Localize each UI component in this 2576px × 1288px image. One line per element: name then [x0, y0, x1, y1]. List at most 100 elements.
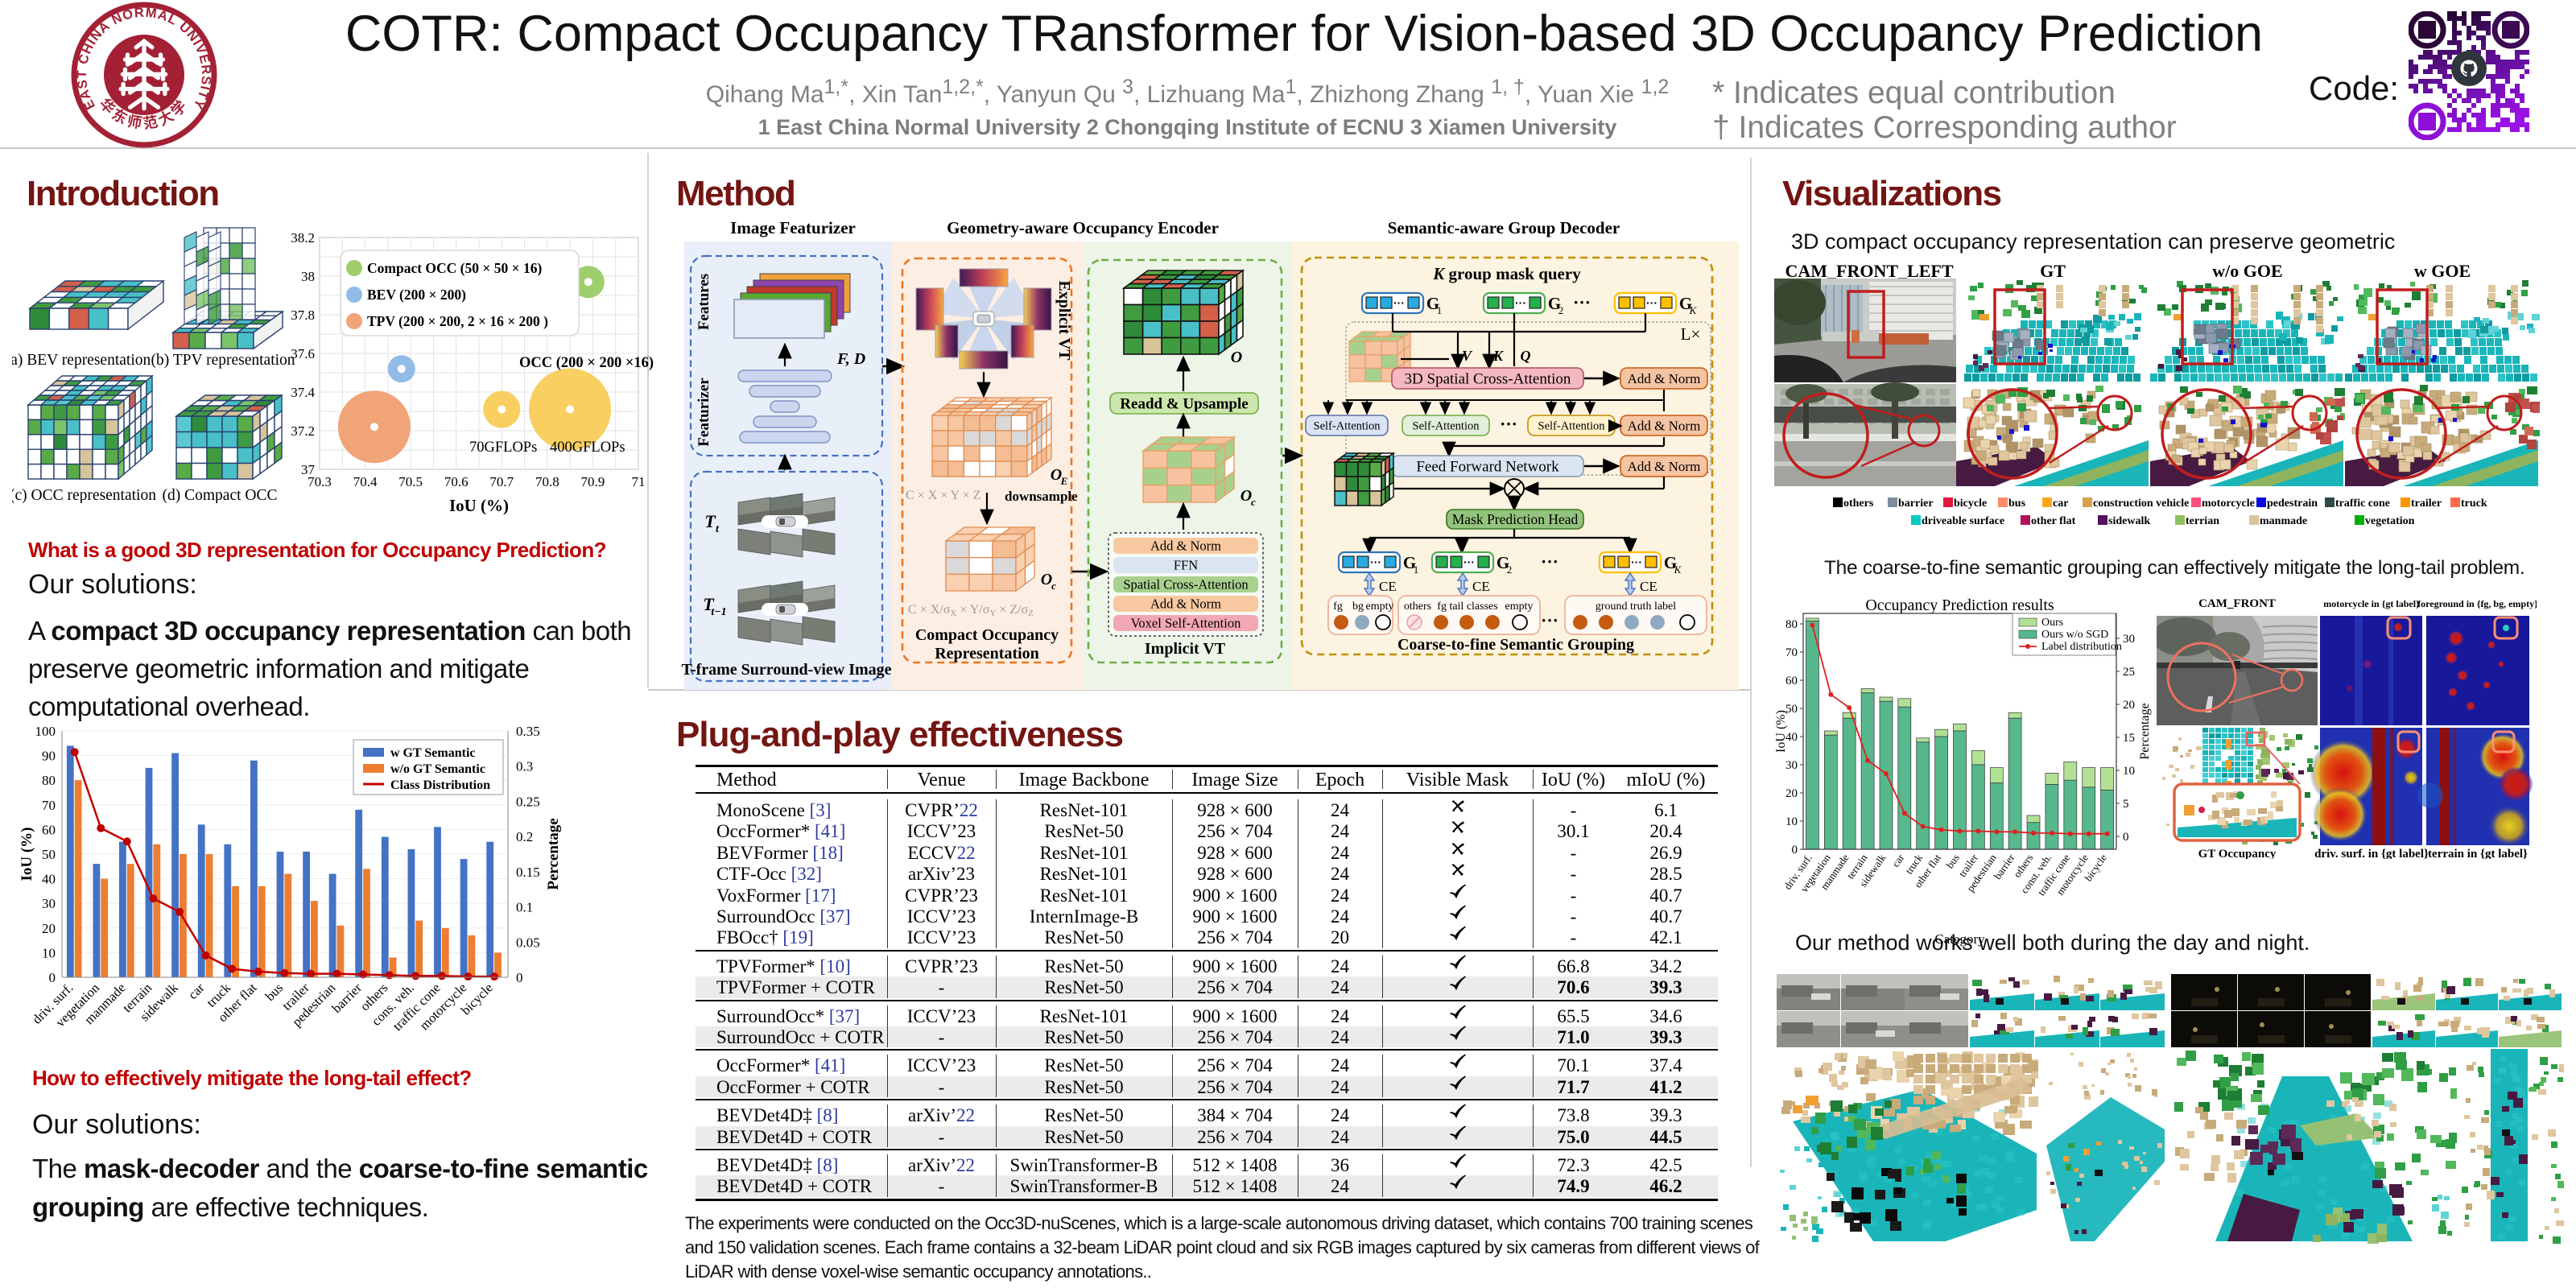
- svg-text:2: 2: [1558, 304, 1564, 316]
- svg-text:FFN: FFN: [1174, 558, 1198, 573]
- svg-text:(b) TPV representation: (b) TPV representation: [151, 352, 295, 369]
- svg-text:GT Occupancy: GT Occupancy: [2198, 848, 2277, 859]
- svg-text:Explicit VT: Explicit VT: [1055, 280, 1073, 361]
- svg-text:0.3: 0.3: [516, 759, 533, 774]
- svg-text:0.1: 0.1: [516, 900, 533, 915]
- svg-text:Self-Attention: Self-Attention: [1538, 419, 1606, 432]
- svg-text:Add & Norm: Add & Norm: [1628, 371, 1701, 386]
- svg-text:K: K: [1492, 348, 1505, 364]
- svg-text:Featurizer: Featurizer: [696, 378, 712, 447]
- svg-text:C × X/σX × Y/σY × Z/σZ: C × X/σX × Y/σY × Z/σZ: [908, 603, 1034, 618]
- svg-text:CAM_FRONT: CAM_FRONT: [2198, 597, 2276, 610]
- svg-text:Feed Forward Network: Feed Forward Network: [1416, 459, 1559, 476]
- svg-text:Self-Attention: Self-Attention: [1413, 419, 1480, 432]
- svg-text:70.5: 70.5: [398, 474, 423, 489]
- svg-text:···: ···: [1393, 296, 1405, 309]
- svg-text:···: ···: [1541, 551, 1558, 572]
- svg-text:0: 0: [1792, 844, 1798, 857]
- svg-text:37.8: 37.8: [291, 308, 315, 323]
- svg-text:40: 40: [42, 872, 56, 887]
- svg-text:2: 2: [1507, 564, 1513, 576]
- svg-text:terrain in {gt label}: terrain in {gt label}: [2428, 848, 2528, 859]
- svg-text:Implicit VT: Implicit VT: [1145, 640, 1226, 658]
- svg-text:Voxel Self-Attention: Voxel Self-Attention: [1131, 616, 1241, 631]
- svg-text:37.4: 37.4: [291, 385, 315, 400]
- svg-text:empty: empty: [1505, 601, 1534, 613]
- svg-text:38: 38: [301, 269, 315, 284]
- svg-text:70: 70: [42, 798, 56, 813]
- svg-text:G: G: [1426, 294, 1439, 313]
- svg-text:60: 60: [1785, 675, 1798, 687]
- svg-text:10: 10: [1785, 815, 1798, 828]
- svg-text:Semantic-aware Group Decoder: Semantic-aware Group Decoder: [1388, 218, 1620, 237]
- svg-text:70.9: 70.9: [581, 474, 605, 489]
- svg-text:80: 80: [1785, 618, 1798, 631]
- svg-text:20: 20: [2123, 699, 2135, 712]
- svg-text:71: 71: [632, 474, 646, 489]
- svg-text:···: ···: [1500, 414, 1517, 434]
- svg-text:Percentage: Percentage: [2138, 703, 2152, 759]
- svg-text:70: 70: [1785, 646, 1798, 659]
- svg-text:50: 50: [1785, 703, 1798, 716]
- svg-text:90: 90: [42, 749, 56, 764]
- svg-text:L×: L×: [1681, 324, 1701, 344]
- svg-text:0.05: 0.05: [516, 935, 540, 950]
- svg-text:O: O: [1041, 571, 1052, 588]
- svg-text:IoU (%): IoU (%): [449, 496, 509, 515]
- svg-text:0: 0: [2123, 831, 2129, 844]
- svg-text:25: 25: [2123, 666, 2135, 679]
- svg-text:foreground in {fg, bg, empty}: foreground in {fg, bg, empty}: [2417, 598, 2537, 609]
- svg-text:t−1: t−1: [711, 606, 726, 618]
- svg-text:Compact Occupancy: Compact Occupancy: [915, 626, 1059, 644]
- svg-text:10: 10: [2123, 765, 2135, 778]
- svg-text:downsample: downsample: [1005, 489, 1078, 504]
- svg-text:(d) Compact OCC: (d) Compact OCC: [163, 487, 278, 503]
- svg-text:Add & Norm: Add & Norm: [1628, 459, 1701, 474]
- svg-text:···: ···: [1573, 292, 1591, 312]
- svg-text:CE: CE: [1472, 579, 1490, 594]
- svg-text:G: G: [1679, 294, 1692, 313]
- svg-text:E: E: [1060, 475, 1068, 487]
- svg-text:0: 0: [49, 970, 56, 985]
- svg-text:70GFLOPs: 70GFLOPs: [469, 440, 537, 456]
- svg-text:···: ···: [1370, 555, 1381, 568]
- svg-text:K: K: [1689, 304, 1698, 316]
- svg-text:w/o GT Semantic: w/o GT Semantic: [390, 762, 485, 776]
- svg-text:···: ···: [1515, 296, 1526, 309]
- svg-text:Mask Prediction Head: Mask Prediction Head: [1452, 511, 1579, 527]
- svg-text:15: 15: [2123, 732, 2135, 745]
- svg-text:1: 1: [1437, 304, 1443, 316]
- svg-text:K: K: [1674, 564, 1682, 576]
- svg-text:IoU (%): IoU (%): [20, 827, 35, 881]
- svg-text:CE: CE: [1379, 579, 1397, 594]
- svg-text:C × X × Y × Z: C × X × Y × Z: [906, 489, 980, 502]
- svg-text:10: 10: [42, 945, 56, 960]
- svg-text:CE: CE: [1640, 579, 1657, 594]
- svg-text:T-frame Surround-view Image: T-frame Surround-view Image: [681, 661, 891, 679]
- svg-text:30: 30: [42, 896, 56, 911]
- svg-text:Features: Features: [696, 274, 712, 330]
- svg-text:Compact OCC (50 × 50 × 16): Compact OCC (50 × 50 × 16): [367, 260, 542, 276]
- svg-text:(a) BEV representation: (a) BEV representation: [12, 352, 151, 369]
- svg-text:G: G: [1548, 294, 1561, 313]
- svg-text:O: O: [1231, 349, 1242, 366]
- svg-text:Readd & Upsample: Readd & Upsample: [1120, 396, 1248, 413]
- svg-text:Coarse-to-fine Semantic Groupi: Coarse-to-fine Semantic Grouping: [1397, 636, 1634, 654]
- svg-text:70.8: 70.8: [535, 474, 559, 489]
- svg-text:motorcycle in {gt label}: motorcycle in {gt label}: [2323, 598, 2420, 609]
- svg-text:0.25: 0.25: [516, 794, 540, 809]
- svg-text:···: ···: [1463, 555, 1475, 568]
- svg-text:V: V: [1462, 348, 1473, 364]
- svg-text:40: 40: [1785, 731, 1798, 744]
- svg-text:bg: bg: [1352, 601, 1364, 613]
- svg-text:G: G: [1664, 553, 1677, 572]
- svg-text:70.7: 70.7: [489, 474, 514, 489]
- svg-text:0.2: 0.2: [516, 829, 533, 844]
- svg-text:Q: Q: [1521, 348, 1531, 364]
- svg-text:barrier: barrier: [1991, 852, 2017, 882]
- svg-text:20: 20: [42, 921, 56, 936]
- svg-text:70.3: 70.3: [308, 474, 332, 489]
- svg-text:BEV (200 × 200): BEV (200 × 200): [367, 287, 466, 303]
- svg-text:t: t: [716, 523, 720, 535]
- svg-text:Percentage: Percentage: [545, 818, 562, 890]
